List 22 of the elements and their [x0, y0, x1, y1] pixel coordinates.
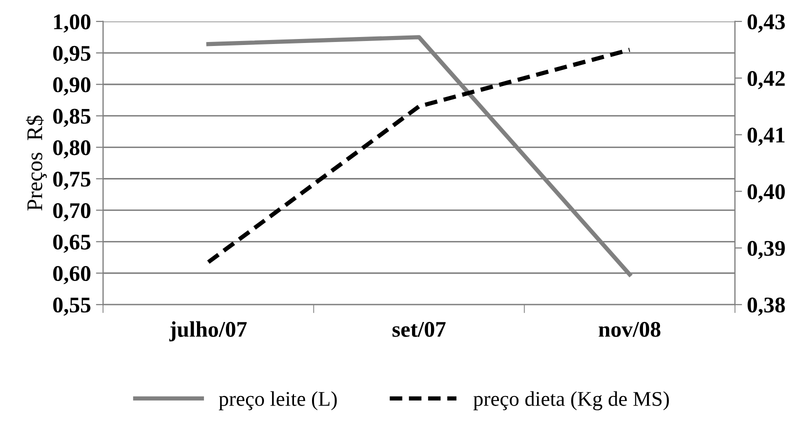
x-tick-label: set/07: [392, 322, 446, 337]
y-tick-label: 0,90: [53, 77, 90, 96]
y2-tick-label: 0,40: [748, 184, 785, 202]
x-tick-label: julho/07: [169, 321, 247, 342]
y-tick-label: 0,75: [53, 172, 90, 190]
y-axis-title: Preços R$: [26, 116, 47, 211]
y-tick-label: 0,65: [53, 234, 90, 253]
y-tick-label: 0,95: [53, 46, 90, 64]
y-tick-label: 1,00: [54, 14, 90, 33]
y-tick-label: 0,80: [53, 140, 90, 158]
y2-tick-label: 0,43: [748, 14, 785, 33]
y2-tick-label: 0,41: [748, 128, 785, 146]
y-tick-label: 0,55: [53, 298, 90, 316]
y-tick-label: 0,60: [53, 266, 90, 284]
y-tick-label: 0,85: [53, 108, 90, 127]
legend-label: preço dieta (Kg de MS): [473, 391, 669, 410]
y2-tick-label: 0,38: [748, 298, 785, 316]
y-tick-label: 0,70: [53, 203, 90, 222]
x-tick-label: nov/08: [598, 322, 660, 337]
legend-label: preço leite (L): [218, 391, 337, 410]
y2-tick-label: 0,42: [748, 71, 785, 90]
y2-tick-label: 0,39: [748, 240, 785, 260]
